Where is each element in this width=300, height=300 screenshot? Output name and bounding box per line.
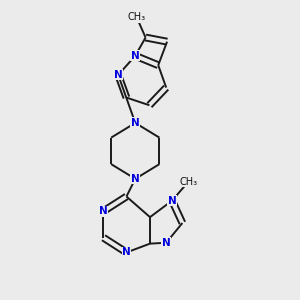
Text: N: N [122, 248, 131, 257]
Text: CH₃: CH₃ [128, 13, 146, 22]
Text: CH₃: CH₃ [179, 177, 197, 187]
Text: N: N [131, 118, 140, 128]
Text: N: N [131, 51, 140, 61]
Text: N: N [131, 174, 140, 184]
Text: N: N [168, 196, 176, 206]
Text: N: N [162, 238, 171, 248]
Text: N: N [114, 70, 123, 80]
Text: N: N [99, 206, 108, 216]
